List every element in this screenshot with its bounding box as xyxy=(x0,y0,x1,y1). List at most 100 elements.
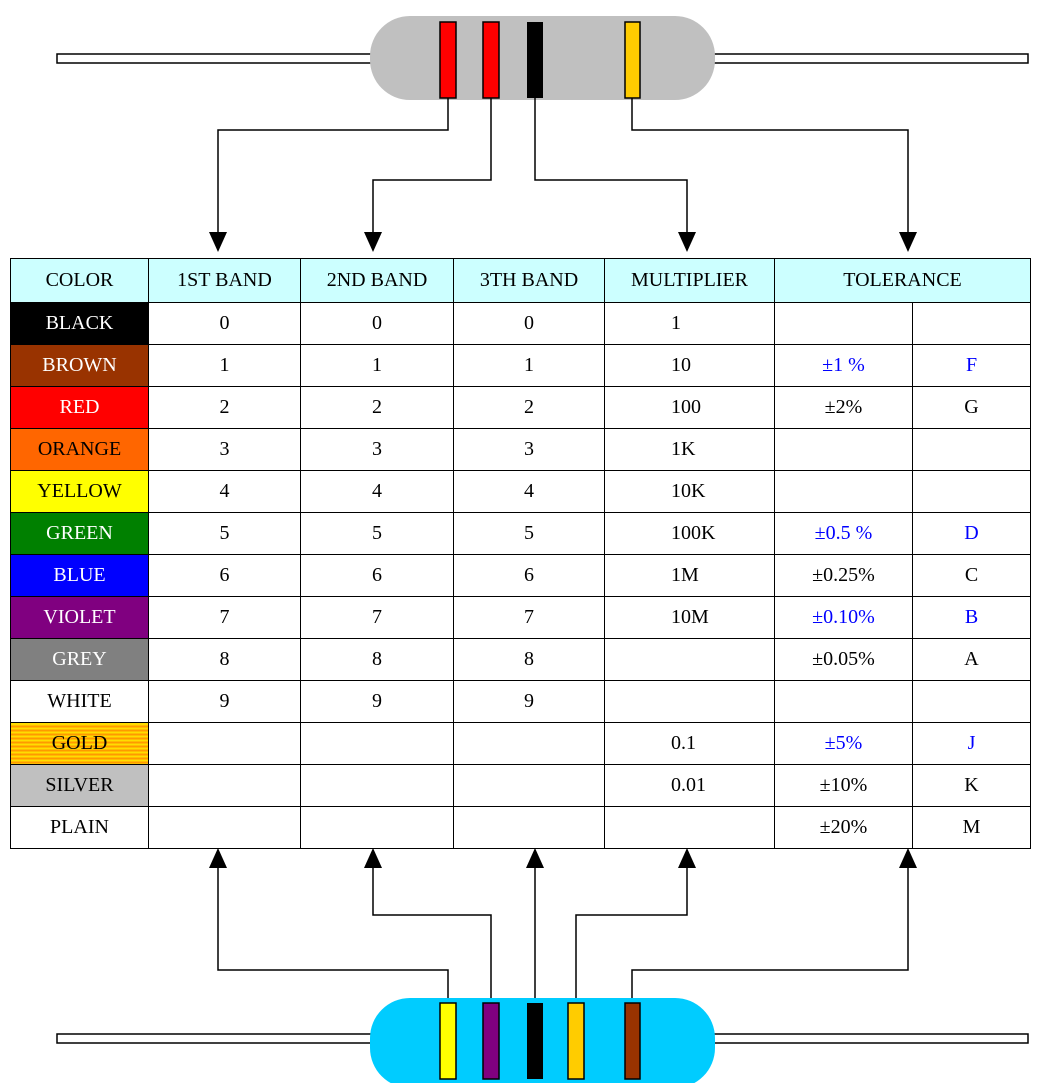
header-cell: 2ND BAND xyxy=(300,258,454,303)
band-cell: 5 xyxy=(300,512,454,555)
band-cell: 9 xyxy=(148,680,301,723)
table-row: GOLD 0.1 ±5% J xyxy=(10,722,1031,765)
color-cell: YELLOW xyxy=(10,470,149,513)
band-cell: 3 xyxy=(148,428,301,471)
tolerance-cell: ±2% xyxy=(774,386,913,429)
band-cell: 7 xyxy=(453,596,605,639)
code-cell: C xyxy=(912,554,1031,597)
band-cell: 6 xyxy=(300,554,454,597)
code-cell: B xyxy=(912,596,1031,639)
bottom-resistor xyxy=(56,998,1029,1083)
table-row: BROWN 1 1 1 10 ±1 % F xyxy=(10,344,1031,387)
code-cell xyxy=(912,302,1031,345)
band-cell: 0 xyxy=(453,302,605,345)
band-cell: 7 xyxy=(148,596,301,639)
band-cell: 6 xyxy=(148,554,301,597)
table-row: BLUE 6 6 6 1M ±0.25% C xyxy=(10,554,1031,597)
band-cell: 1 xyxy=(453,344,605,387)
code-cell: M xyxy=(912,806,1031,849)
table-row: SILVER 0.01 ±10% K xyxy=(10,764,1031,807)
code-cell: D xyxy=(912,512,1031,555)
band-cell xyxy=(453,806,605,849)
header-cell: 1ST BAND xyxy=(148,258,301,303)
multiplier-cell: 1M xyxy=(604,554,775,597)
band-cell: 5 xyxy=(148,512,301,555)
band-cell: 2 xyxy=(148,386,301,429)
band-cell: 3 xyxy=(300,428,454,471)
multiplier-cell: 0.01 xyxy=(604,764,775,807)
color-cell: BROWN xyxy=(10,344,149,387)
band-cell: 3 xyxy=(453,428,605,471)
tolerance-cell: ±20% xyxy=(774,806,913,849)
band-cell: 4 xyxy=(148,470,301,513)
code-cell xyxy=(912,680,1031,723)
code-cell: F xyxy=(912,344,1031,387)
code-cell: J xyxy=(912,722,1031,765)
code-cell xyxy=(912,470,1031,513)
band-cell: 9 xyxy=(300,680,454,723)
multiplier-cell: 10K xyxy=(604,470,775,513)
tolerance-cell xyxy=(774,428,913,471)
tolerance-cell: ±1 % xyxy=(774,344,913,387)
multiplier-cell: 100K xyxy=(604,512,775,555)
multiplier-cell: 10 xyxy=(604,344,775,387)
tolerance-cell xyxy=(774,680,913,723)
band-cell: 2 xyxy=(453,386,605,429)
tolerance-cell: ±0.5 % xyxy=(774,512,913,555)
table-row: ORANGE 3 3 3 1K xyxy=(10,428,1031,471)
header-cell: COLOR xyxy=(10,258,149,303)
code-cell: G xyxy=(912,386,1031,429)
band-cell: 4 xyxy=(453,470,605,513)
table-row: GREY 8 8 8 ±0.05% A xyxy=(10,638,1031,681)
table-row: RED 2 2 2 100 ±2% G xyxy=(10,386,1031,429)
arrowheads xyxy=(209,232,917,868)
multiplier-cell xyxy=(604,806,775,849)
color-cell: GOLD xyxy=(10,722,149,765)
color-cell: GREEN xyxy=(10,512,149,555)
band-cell xyxy=(148,806,301,849)
header-row: COLOR 1ST BAND 2ND BAND 3TH BAND MULTIPLIER T… xyxy=(10,258,1031,303)
color-cell: SILVER xyxy=(10,764,149,807)
bottom-arrows xyxy=(217,868,909,1003)
band-cell xyxy=(300,722,454,765)
band-cell xyxy=(453,764,605,807)
band-cell: 2 xyxy=(300,386,454,429)
multiplier-cell: 1 xyxy=(604,302,775,345)
top-arrows xyxy=(217,98,909,232)
color-cell: WHITE xyxy=(10,680,149,723)
table-row: GREEN 5 5 5 100K ±0.5 % D xyxy=(10,512,1031,555)
code-cell xyxy=(912,428,1031,471)
band-cell xyxy=(453,722,605,765)
table-body: BLACK 0 0 0 1 BROWN 1 1 1 10 ±1 % F RED 2 2 2 100 ±2% G ORA… xyxy=(10,302,1031,849)
tolerance-cell: ±10% xyxy=(774,764,913,807)
multiplier-cell xyxy=(604,680,775,723)
header-cell: TOLERANCE xyxy=(774,258,1031,303)
band-cell xyxy=(148,722,301,765)
band-cell: 6 xyxy=(453,554,605,597)
band-cell: 8 xyxy=(453,638,605,681)
band-cell xyxy=(300,764,454,807)
color-cell: PLAIN xyxy=(10,806,149,849)
tolerance-cell: ±0.25% xyxy=(774,554,913,597)
tolerance-cell: ±0.10% xyxy=(774,596,913,639)
tolerance-cell xyxy=(774,302,913,345)
band-cell xyxy=(148,764,301,807)
band-cell: 8 xyxy=(300,638,454,681)
color-cell: VIOLET xyxy=(10,596,149,639)
tolerance-cell xyxy=(774,470,913,513)
table-row: YELLOW 4 4 4 10K xyxy=(10,470,1031,513)
color-code-table: COLOR 1ST BAND 2ND BAND 3TH BAND MULTIPLIER T… xyxy=(10,258,1031,849)
band-cell: 7 xyxy=(300,596,454,639)
tolerance-cell: ±5% xyxy=(774,722,913,765)
band-cell: 1 xyxy=(300,344,454,387)
code-cell: A xyxy=(912,638,1031,681)
color-cell: BLUE xyxy=(10,554,149,597)
band-cell: 1 xyxy=(148,344,301,387)
color-cell: BLACK xyxy=(10,302,149,345)
code-cell: K xyxy=(912,764,1031,807)
multiplier-cell: 100 xyxy=(604,386,775,429)
band-cell: 9 xyxy=(453,680,605,723)
band-cell: 0 xyxy=(148,302,301,345)
